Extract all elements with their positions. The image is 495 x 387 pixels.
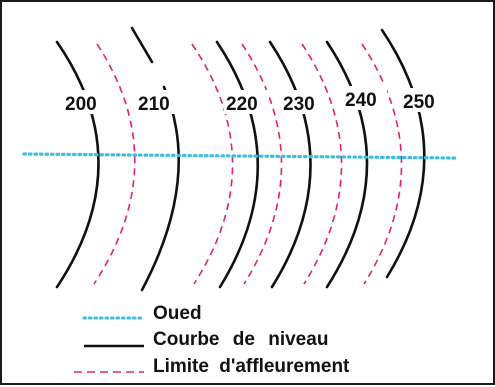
contour-label-250: 250 — [403, 92, 435, 113]
contour-label-bg — [136, 90, 180, 114]
contour-line-210 — [130, 26, 154, 64]
contour-label-bg — [343, 86, 387, 110]
outcrop-limit-3 — [241, 43, 283, 285]
legend-label-stream: Oued — [153, 303, 202, 324]
legend-label-contour: Courbe de niveau — [153, 329, 328, 350]
contour-label-220: 220 — [226, 94, 258, 115]
contour-line-210-lower — [140, 85, 181, 292]
contour-line-220 — [215, 40, 260, 289]
contour-label-210: 210 — [138, 94, 170, 115]
contour-label-200: 200 — [65, 94, 97, 115]
contour-line-230 — [268, 40, 312, 289]
outcrop-limit-2 — [191, 43, 234, 285]
contour-label-bg — [64, 90, 108, 114]
legend-label-outcrop: Limite d'affleurement — [153, 356, 350, 377]
contour-label-230: 230 — [283, 94, 315, 115]
contour-label-bg — [401, 88, 445, 112]
contour-label-group: 200 210 220 230 240 250 — [64, 86, 445, 115]
contour-label-bg — [224, 90, 268, 114]
legend: Oued Courbe de niveau Limite d'affleurem… — [74, 303, 350, 377]
stream-line — [22, 152, 459, 160]
contour-line-250 — [380, 28, 426, 279]
outcrop-limit-1 — [93, 43, 136, 285]
outcrop-limit-5 — [361, 43, 403, 285]
outcrop-limits — [93, 43, 403, 285]
outcrop-limit-4 — [301, 43, 343, 285]
contour-line-240 — [325, 40, 369, 289]
contour-label-240: 240 — [345, 90, 377, 111]
contour-label-bg — [281, 90, 325, 114]
contour-line-200 — [55, 40, 100, 289]
